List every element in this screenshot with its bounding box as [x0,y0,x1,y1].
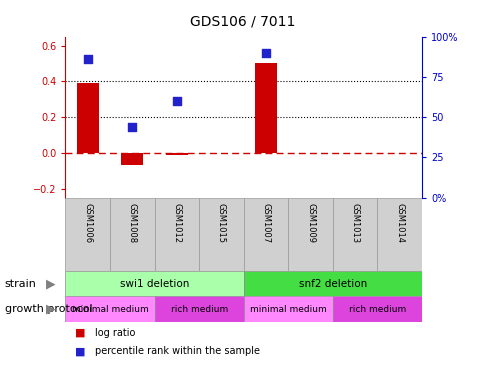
Text: growth protocol: growth protocol [5,304,92,314]
Bar [287,198,332,271]
Bar [332,296,421,322]
Bar [377,198,421,271]
Bar [166,153,188,155]
Text: percentile rank within the sample: percentile rank within the sample [94,346,259,356]
Text: rich medium: rich medium [348,305,405,314]
Bar [154,296,243,322]
Bar [76,83,99,153]
Text: minimal medium: minimal medium [72,305,148,314]
Bar [154,198,199,271]
Text: GSM1006: GSM1006 [83,203,92,244]
Text: snf2 deletion: snf2 deletion [298,279,366,289]
Point [261,50,269,56]
Bar [110,198,154,271]
Bar [121,153,143,165]
Text: ▶: ▶ [46,303,56,316]
Bar [199,198,243,271]
Text: minimal medium: minimal medium [249,305,326,314]
Text: GSM1009: GSM1009 [305,203,315,243]
Point [173,98,181,104]
Bar [332,198,377,271]
Bar [243,198,287,271]
Text: ■: ■ [75,328,86,338]
Text: GSM1014: GSM1014 [394,203,403,243]
Bar [243,271,421,296]
Bar [243,296,332,322]
Text: swi1 deletion: swi1 deletion [120,279,189,289]
Point [84,56,91,62]
Text: strain: strain [5,279,37,289]
Text: rich medium: rich medium [170,305,227,314]
Text: ■: ■ [75,346,86,356]
Text: log ratio: log ratio [94,328,135,338]
Bar [65,296,154,322]
Bar [65,198,110,271]
Text: GDS106 / 7011: GDS106 / 7011 [189,15,295,29]
Text: ▶: ▶ [46,277,56,290]
Text: GSM1012: GSM1012 [172,203,181,243]
Text: GSM1008: GSM1008 [128,203,136,244]
Bar [254,63,276,153]
Bar [65,271,243,296]
Point [128,124,136,130]
Text: GSM1007: GSM1007 [261,203,270,244]
Text: GSM1015: GSM1015 [216,203,226,243]
Text: GSM1013: GSM1013 [350,203,359,244]
